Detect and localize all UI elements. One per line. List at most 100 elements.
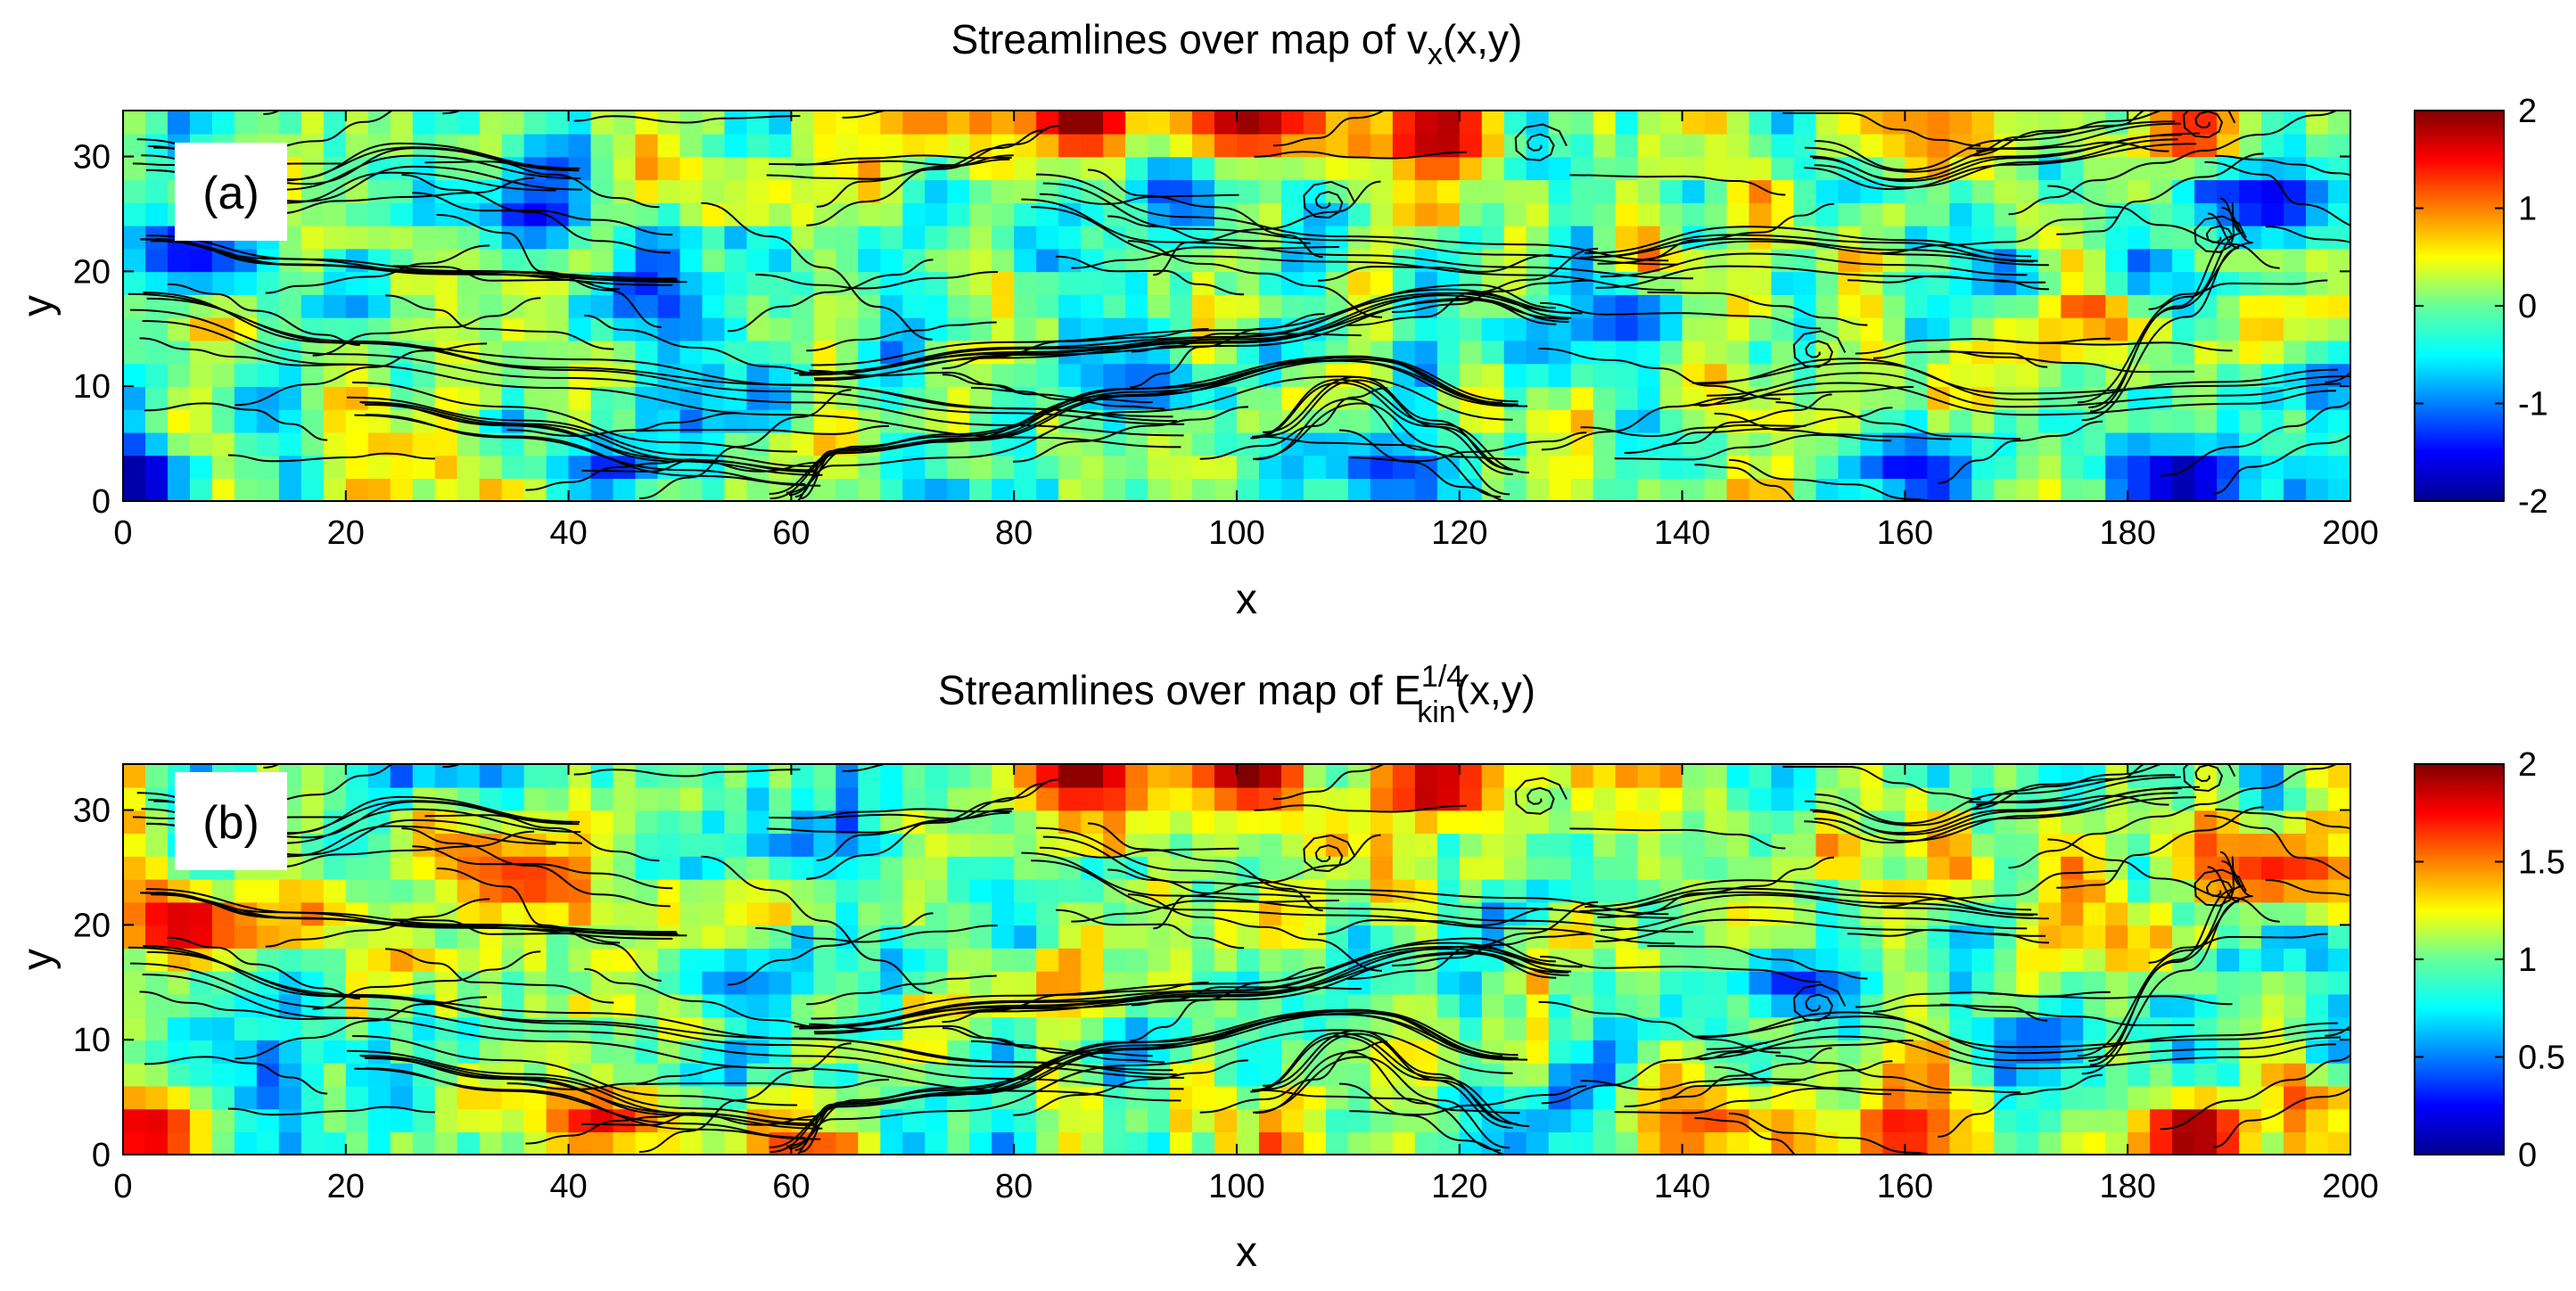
heatmap-cell (2083, 248, 2107, 273)
heatmap-cell (1949, 455, 1973, 480)
heatmap-cell (2239, 948, 2262, 972)
heatmap-cell (813, 878, 837, 903)
heatmap-cell (2172, 1085, 2195, 1110)
heatmap-cell (2083, 317, 2107, 341)
heatmap-cell (1036, 478, 1059, 501)
heatmap-cell (835, 408, 860, 433)
heatmap-cell (613, 948, 637, 972)
streamline (801, 948, 1569, 1030)
streamline (364, 403, 823, 476)
heatmap-cell (412, 901, 436, 926)
heatmap-cell (2328, 810, 2350, 835)
heatmap-cell (1170, 478, 1193, 501)
heatmap-cell (2061, 970, 2085, 995)
heatmap-cell (1593, 1040, 1617, 1064)
streamline (1013, 406, 1249, 463)
heatmap-cell (323, 1040, 347, 1064)
heatmap-cell (1258, 810, 1282, 835)
heatmap-cell (1481, 202, 1505, 226)
streamline (1855, 337, 2111, 355)
streamline (312, 297, 541, 357)
streamline (1597, 893, 2049, 920)
streamline (801, 294, 1569, 376)
heatmap-cell (434, 225, 458, 250)
heatmap-cell (769, 317, 793, 341)
heatmap-cell (1726, 294, 1750, 318)
heatmap-cell (144, 202, 169, 226)
heatmap-cell (2038, 878, 2062, 903)
heatmap-cell (1192, 408, 1215, 433)
heatmap-cell (1036, 225, 1059, 250)
heatmap-cell (1815, 111, 1839, 135)
heatmap-cell (1414, 225, 1438, 250)
heatmap-cell (546, 386, 570, 410)
heatmap-cell (969, 833, 993, 857)
heatmap-cell (1526, 455, 1550, 480)
heatmap-cell (1347, 1062, 1371, 1087)
heatmap-cell (323, 1062, 347, 1087)
heatmap-cell (613, 386, 637, 410)
heatmap-cell (2016, 478, 2040, 501)
heatmap-cell (1303, 478, 1327, 501)
panel-b: Streamlines over map of E1/4 kin(x,y) (b)… (14, 660, 2565, 1276)
heatmap-cell (2194, 386, 2218, 410)
heatmap-cell (1481, 363, 1505, 387)
heatmap-cell (412, 432, 436, 456)
heatmap-cell (2016, 294, 2040, 318)
heatmap-cell (2261, 248, 2284, 273)
heatmap-cell (813, 786, 837, 811)
heatmap-cell (1014, 878, 1037, 903)
heatmap-cell (791, 878, 815, 903)
heatmap-cell (390, 1131, 414, 1155)
heatmap-cell (1570, 1016, 1594, 1040)
heatmap-cell (1370, 810, 1394, 835)
heatmap-cell (635, 179, 659, 203)
heatmap-cell (2105, 317, 2128, 341)
streamline (1872, 1004, 2048, 1022)
heatmap-cell (1392, 455, 1416, 480)
heatmap-cell (2150, 901, 2173, 926)
heatmap-cell (902, 225, 926, 250)
heatmap-cell (1659, 970, 1683, 995)
heatmap-cell (1214, 202, 1238, 226)
heatmap-cell (813, 478, 837, 501)
heatmap-cell (1303, 901, 1327, 926)
heatmap-cell (1637, 856, 1661, 880)
heatmap-cell (1392, 478, 1416, 501)
heatmap-cell (2150, 225, 2173, 250)
streamline (2008, 802, 2207, 869)
streamline (942, 374, 1153, 404)
heatmap-cell (1659, 1062, 1683, 1087)
heatmap-cell (1481, 833, 1505, 857)
heatmap-cell (880, 202, 904, 226)
heatmap-cell (1905, 878, 1929, 903)
heatmap-cell (769, 901, 793, 926)
heatmap-cell (1593, 202, 1617, 226)
heatmap-cell (1682, 1085, 1706, 1110)
heatmap-cell (791, 111, 815, 135)
heatmap-cell (189, 363, 213, 387)
heatmap-cell (2038, 317, 2062, 341)
heatmap-cell (613, 248, 637, 273)
streamline (2056, 806, 2264, 889)
heatmap-cell (1436, 156, 1461, 181)
heatmap-cell (702, 202, 726, 226)
streamline (1728, 1112, 1932, 1155)
heatmap-cell (724, 271, 748, 295)
heatmap-cell (1815, 271, 1839, 295)
heatmap-cell (1905, 248, 1929, 273)
heatmap-cell (2284, 856, 2307, 880)
heatmap-cell (657, 133, 681, 158)
streamline (525, 458, 695, 491)
heatmap-cell (858, 878, 882, 903)
heatmap-cell (2105, 833, 2128, 857)
heatmap-cell (1214, 179, 1238, 203)
heatmap-cell (1637, 133, 1661, 158)
heatmap-cell (2306, 970, 2329, 995)
heatmap-cell (1325, 111, 1349, 135)
heatmap-cell (1280, 1131, 1304, 1155)
heatmap-cell (2172, 1108, 2195, 1133)
heatmap-cell (1303, 925, 1327, 949)
heatmap-cell (256, 478, 280, 501)
heatmap-cell (1615, 1040, 1639, 1064)
